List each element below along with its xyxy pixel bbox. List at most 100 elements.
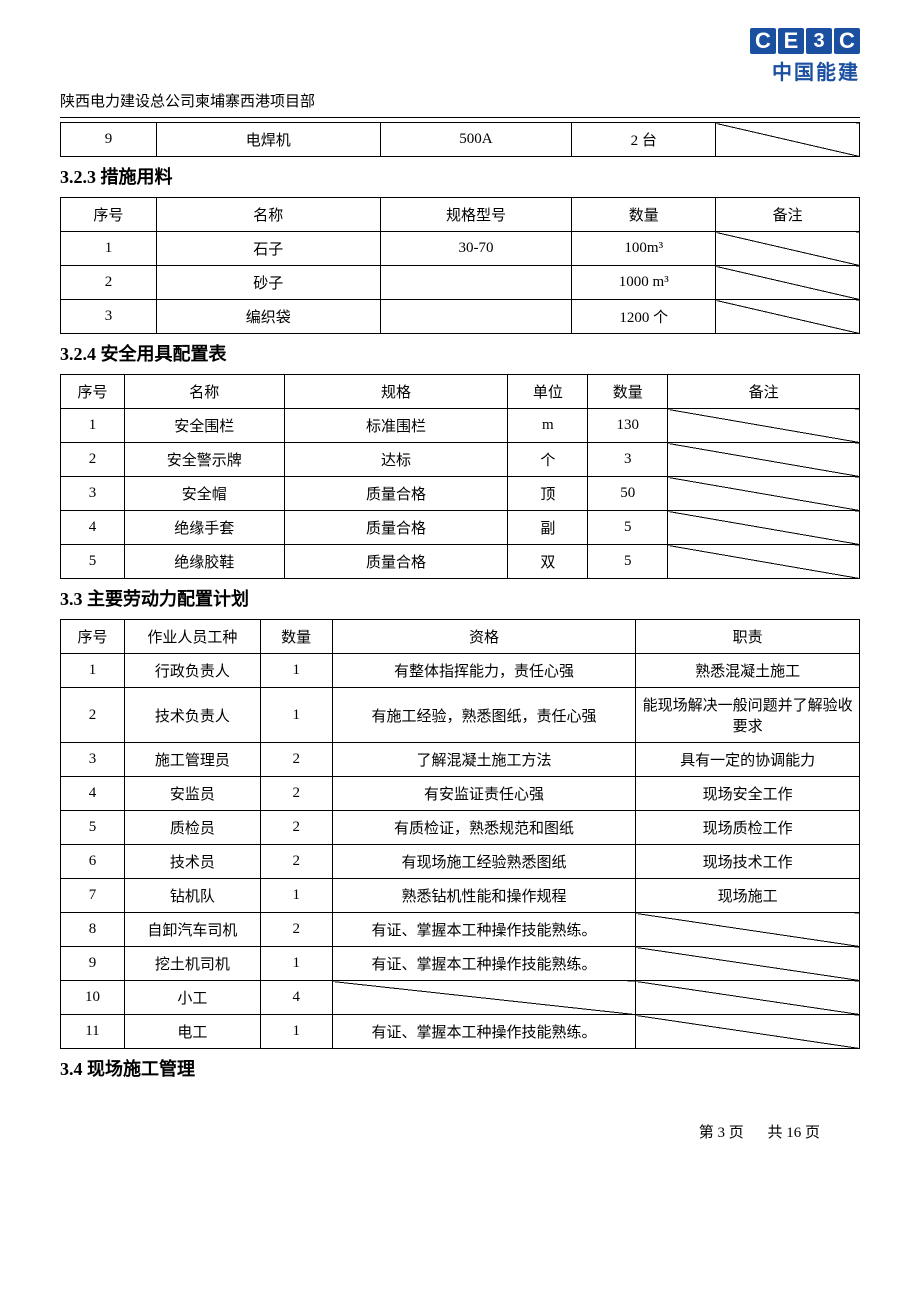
table-header-cell: 名称 [124,375,284,409]
table-cell: 现场质检工作 [636,811,860,845]
page-total: 共 16 页 [767,1125,820,1141]
table-cell [668,443,860,477]
table-cell: 有证、掌握本工种操作技能熟练。 [332,947,636,981]
logo-letter: C [750,28,776,54]
table-cell: 50 [588,477,668,511]
logo-letter: C [834,28,860,54]
table-cell [668,477,860,511]
table-cell [380,300,572,334]
table-cell [332,981,636,1015]
table-cell: 石子 [156,232,380,266]
divider [60,117,860,118]
table-cell [716,123,860,157]
table-cell: 2 [260,845,332,879]
table-header-cell: 名称 [156,198,380,232]
table-cell: 7 [61,879,125,913]
table-cell: 副 [508,511,588,545]
table-cell: 2 [260,913,332,947]
table-row: 9电焊机500A2 台 [61,123,860,157]
table-cell: 9 [61,947,125,981]
table-row: 3编织袋1200 个 [61,300,860,334]
table-row: 1安全围栏标准围栏m130 [61,409,860,443]
table-header-cell: 规格 [284,375,508,409]
table-cell: 1 [260,1015,332,1049]
table-cell: 自卸汽车司机 [124,913,260,947]
table-cell [668,409,860,443]
table-cell: 1 [61,409,125,443]
section-34-title: 3.4 现场施工管理 [60,1055,860,1081]
table-cell: 绝缘胶鞋 [124,545,284,579]
table-cell: 现场技术工作 [636,845,860,879]
org-header: 陕西电力建设总公司柬埔寨西港项目部 [60,90,860,111]
table-cell [716,232,860,266]
table-row: 10小工4 [61,981,860,1015]
table-cell: 挖土机司机 [124,947,260,981]
table-cell: 有安监证责任心强 [332,777,636,811]
table-cell: 1 [260,947,332,981]
table-cell: 2 [260,743,332,777]
table-header-cell: 资格 [332,620,636,654]
table-header-cell: 单位 [508,375,588,409]
table-cell: 500A [380,123,572,157]
table-cell: 技术员 [124,845,260,879]
table-cell [636,947,860,981]
table-323: 序号名称规格型号数量备注 1石子30-70100m³2砂子1000 m³3编织袋… [60,197,860,334]
table-cell: m [508,409,588,443]
table-cell [668,545,860,579]
table-cell: 4 [61,511,125,545]
table-row: 4绝缘手套质量合格副5 [61,511,860,545]
table-row: 2砂子1000 m³ [61,266,860,300]
table-cell: 具有一定的协调能力 [636,743,860,777]
table-header-cell: 作业人员工种 [124,620,260,654]
table-header-cell: 序号 [61,620,125,654]
table-cell: 有质检证，熟悉规范和图纸 [332,811,636,845]
table-cell: 质量合格 [284,477,508,511]
table-header-cell: 备注 [716,198,860,232]
table-cell: 技术负责人 [124,688,260,743]
logo-letter: E [778,28,804,54]
table-cell: 顶 [508,477,588,511]
table-cell: 有证、掌握本工种操作技能熟练。 [332,913,636,947]
table-cell: 5 [61,545,125,579]
table-cell: 4 [61,777,125,811]
table-cell: 100m³ [572,232,716,266]
table-cell: 3 [588,443,668,477]
table-cell: 绝缘手套 [124,511,284,545]
table-header-cell: 数量 [588,375,668,409]
table-cell: 2 [61,266,157,300]
table-cell: 2 [260,777,332,811]
table-header-cell: 数量 [572,198,716,232]
table-cell: 质量合格 [284,511,508,545]
table-cell: 小工 [124,981,260,1015]
table-row: 3施工管理员2了解混凝土施工方法具有一定的协调能力 [61,743,860,777]
table-cell: 有施工经验，熟悉图纸，责任心强 [332,688,636,743]
table-cell: 熟悉混凝土施工 [636,654,860,688]
table-cell: 3 [61,300,157,334]
table-cell: 了解混凝土施工方法 [332,743,636,777]
table-cell: 电工 [124,1015,260,1049]
table-cell: 5 [588,511,668,545]
table-cell: 安全警示牌 [124,443,284,477]
table-cell: 安全围栏 [124,409,284,443]
table-cell: 编织袋 [156,300,380,334]
table-cell [636,913,860,947]
table-cell: 电焊机 [156,123,380,157]
table-cell: 有现场施工经验熟悉图纸 [332,845,636,879]
logo-letter: 3 [806,28,832,54]
table-cell: 熟悉钻机性能和操作规程 [332,879,636,913]
table-cell: 1 [260,654,332,688]
table-cell: 11 [61,1015,125,1049]
table-cell: 能现场解决一般问题并了解验收要求 [636,688,860,743]
table-cell: 双 [508,545,588,579]
table-header-cell: 数量 [260,620,332,654]
table-cell: 4 [260,981,332,1015]
logo-text: 中国能建 [750,56,860,85]
table-cell: 2 [61,443,125,477]
section-33-title: 3.3 主要劳动力配置计划 [60,585,860,611]
table-cell: 安监员 [124,777,260,811]
table-cell: 行政负责人 [124,654,260,688]
logo-mark: C E 3 C [750,28,860,54]
table-header-cell: 序号 [61,375,125,409]
table-header-cell: 职责 [636,620,860,654]
section-323-title: 3.2.3 措施用料 [60,163,860,189]
